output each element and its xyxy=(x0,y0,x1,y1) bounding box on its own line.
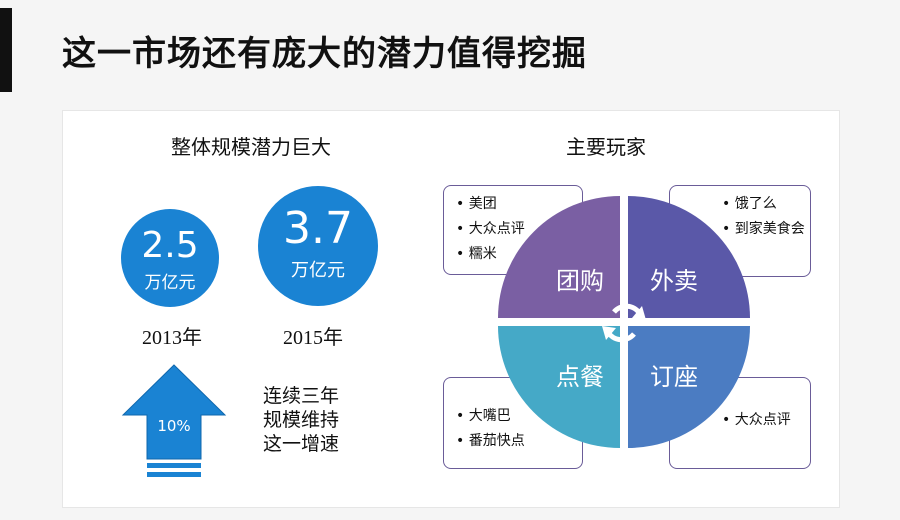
player-item: 番茄快点 xyxy=(456,429,582,454)
quadrant-waimai xyxy=(628,196,750,318)
year-label-2013: 2013年 xyxy=(142,327,202,349)
cycle-arrows-icon xyxy=(602,303,646,343)
player-item: 大众点评 xyxy=(722,408,810,433)
content-panel: 整体规模潜力巨大 2.5 万亿元 3.7 万亿元 2013年 2015年 10%… xyxy=(62,110,840,508)
page-title: 这一市场还有庞大的潜力值得挖掘 xyxy=(62,34,587,74)
player-item: 糯米 xyxy=(456,242,582,267)
growth-text-line: 连续三年 xyxy=(263,385,340,407)
stat-unit-2013: 万亿元 xyxy=(144,273,196,293)
title-accent-bar xyxy=(0,8,12,92)
quadrant-label-waimai: 外卖 xyxy=(650,267,698,295)
growth-text-line: 规模维持 xyxy=(263,409,340,431)
year-label-2015: 2015年 xyxy=(283,327,343,349)
quadrant-label-diancan: 点餐 xyxy=(556,363,604,391)
growth-description: 连续三年 规模维持 这一增速 xyxy=(263,384,339,456)
market-size-heading: 整体规模潜力巨大 xyxy=(171,135,331,159)
stat-circle-2013: 2.5 万亿元 xyxy=(121,209,219,307)
player-item: 饿了么 xyxy=(722,192,810,217)
growth-arrow-icon xyxy=(121,364,227,477)
quadrant-label-dingzuo: 订座 xyxy=(650,363,698,391)
quadrant-dingzuo xyxy=(628,326,750,448)
growth-rate-label: 10% xyxy=(157,417,191,435)
quadrant-label-tuangou: 团购 xyxy=(556,267,604,295)
player-item: 美团 xyxy=(456,192,582,217)
players-heading: 主要玩家 xyxy=(566,135,646,159)
stat-unit-2015: 万亿元 xyxy=(291,260,345,281)
stat-value-2015: 3.7 xyxy=(283,203,353,254)
stat-value-2013: 2.5 xyxy=(141,225,199,266)
player-item: 大众点评 xyxy=(456,217,582,242)
quadrant-tuangou xyxy=(498,196,620,318)
player-item: 到家美食会 xyxy=(722,217,810,242)
stat-circle-2015: 3.7 万亿元 xyxy=(258,186,378,306)
quadrant-diancan xyxy=(498,326,620,448)
player-item: 大嘴巴 xyxy=(456,404,582,429)
player-category-circle xyxy=(498,196,750,448)
growth-text-line: 这一增速 xyxy=(263,433,340,455)
